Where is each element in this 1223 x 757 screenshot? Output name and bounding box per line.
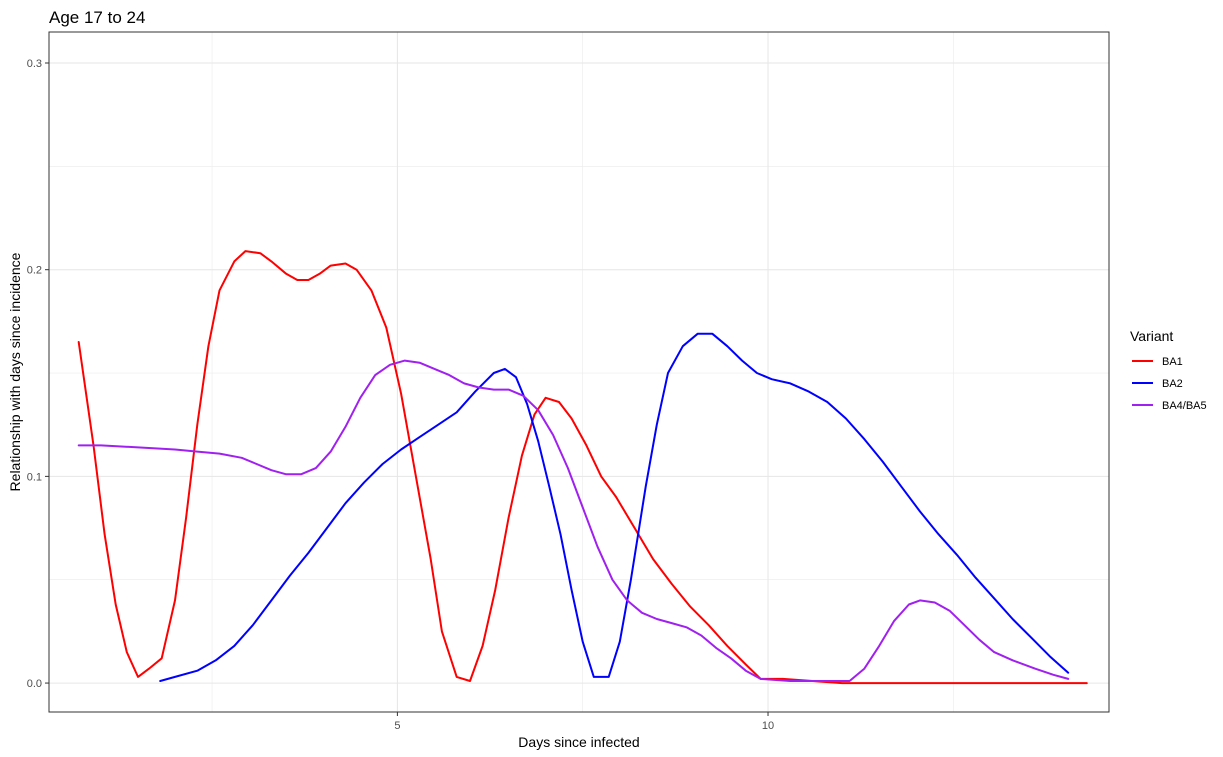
legend-label: BA1	[1162, 356, 1183, 368]
legend-label: BA4/BA5	[1162, 400, 1207, 412]
x-tick-label: 10	[762, 720, 774, 732]
legend-title: Variant	[1130, 328, 1173, 344]
legend: Variant BA1 BA2 BA4/BA5	[1130, 328, 1207, 412]
y-tick-label: 0.0	[27, 678, 42, 690]
series-lines	[77, 250, 1088, 685]
y-tick-label: 0.3	[27, 58, 42, 70]
series-line	[77, 359, 1070, 682]
panel-border	[48, 31, 1110, 713]
plot-area	[48, 31, 1110, 713]
series-line	[159, 332, 1070, 682]
y-axis-label: Relationship with days since incidence	[7, 252, 23, 491]
chart-title: Age 17 to 24	[49, 8, 145, 27]
x-axis-label: Days since infected	[518, 734, 639, 750]
legend-label: BA2	[1162, 378, 1183, 390]
x-tick-label: 5	[394, 720, 400, 732]
series-line	[77, 250, 1088, 685]
x-axis: 5 10	[394, 712, 774, 732]
y-tick-label: 0.2	[27, 265, 42, 277]
y-axis: 0.0 0.1 0.2 0.3	[27, 58, 49, 690]
y-tick-label: 0.1	[27, 471, 42, 483]
